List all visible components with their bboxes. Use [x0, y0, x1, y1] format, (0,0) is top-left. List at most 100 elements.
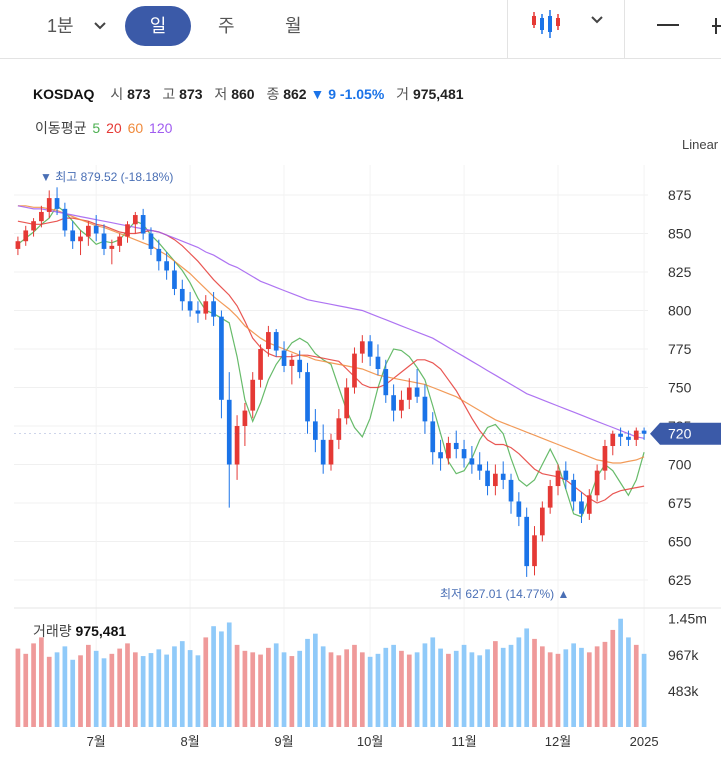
chevron-down-icon[interactable]	[93, 20, 107, 32]
volume-bar	[453, 650, 459, 727]
candle-body	[485, 470, 490, 487]
candle-body	[610, 433, 616, 447]
volume-bar	[93, 650, 99, 727]
volume-bar	[500, 647, 506, 727]
ma-line-5	[17, 204, 645, 518]
volume-bar	[399, 650, 404, 727]
volume-bar	[641, 653, 647, 727]
volume-bar	[70, 659, 76, 727]
tab-month[interactable]: 월	[285, 0, 302, 52]
candle-body	[477, 464, 483, 471]
volume-bar	[438, 648, 443, 727]
candle-body	[508, 479, 514, 502]
volume-bar	[610, 629, 616, 727]
volume-bar	[39, 637, 44, 727]
candle-body	[70, 230, 76, 242]
volume-bar	[187, 650, 193, 727]
tab-day-label: 일	[149, 16, 167, 36]
candle-body	[86, 225, 91, 237]
candle-body	[54, 198, 60, 209]
candle-body	[399, 399, 404, 411]
moving-average-legend[interactable]: 이동평균 5 20 60 120	[33, 118, 172, 138]
candlestick-icon[interactable]	[530, 8, 566, 42]
candle-body	[219, 316, 224, 400]
candle-body	[258, 349, 263, 380]
volume-bar	[336, 655, 342, 727]
candle-body	[23, 230, 29, 242]
chevron-down-icon[interactable]	[590, 14, 604, 26]
close-value: 862	[283, 86, 307, 102]
toolbar-divider	[507, 0, 508, 58]
tab-week-label: 주	[218, 16, 235, 36]
volume-bar	[289, 656, 295, 727]
volume-bar	[516, 637, 522, 727]
candle-body	[39, 211, 44, 222]
volume-bar	[156, 649, 162, 727]
volume-bar	[586, 652, 592, 727]
volume-bar	[46, 656, 52, 727]
volume-panel-value: 975,481	[75, 623, 127, 639]
candle-body	[125, 224, 130, 237]
ma-20: 20	[106, 120, 122, 136]
chart-toolbar: 1분 일 주 월	[0, 0, 721, 59]
minus-icon[interactable]	[656, 22, 680, 28]
candle-body	[297, 359, 303, 373]
candle-body	[336, 418, 342, 440]
volume-tick-label: 1.45m	[668, 611, 707, 627]
current-price-tag	[650, 422, 721, 445]
volume-bar	[211, 626, 216, 727]
tab-week[interactable]: 주	[218, 0, 235, 52]
volume-panel-label: 거래량	[33, 623, 72, 639]
volume-bar	[250, 652, 256, 727]
volume-bar	[602, 641, 608, 727]
candle-body	[140, 215, 146, 234]
candle-body	[493, 473, 498, 487]
volume-bar	[383, 647, 389, 727]
volume-bar	[266, 647, 271, 727]
volume-bar	[414, 652, 420, 727]
y-tick-label: 750	[668, 380, 692, 396]
candle-body	[438, 452, 443, 459]
low-annotation: 최저 627.01 (14.77%) ▲	[440, 587, 569, 601]
volume-bar	[328, 652, 334, 727]
candle-body	[195, 310, 201, 314]
volume-bar	[54, 652, 60, 727]
scale-mode-button[interactable]: Linear	[682, 137, 719, 152]
candle-body	[422, 396, 428, 422]
candle-body	[563, 470, 569, 480]
volume-bar	[618, 618, 623, 727]
volume-bar	[446, 653, 451, 727]
volume-bar	[148, 653, 154, 727]
volume-bar	[86, 644, 91, 727]
candle-body	[305, 372, 310, 422]
candle-body	[266, 332, 271, 350]
interval-dropdown[interactable]: 1분	[47, 0, 74, 52]
volume-bar	[422, 643, 428, 727]
candle-body	[547, 486, 553, 508]
candle-body	[31, 221, 36, 231]
y-tick-label: 700	[668, 456, 692, 472]
toolbar-divider	[624, 0, 625, 58]
candle-body	[281, 350, 287, 366]
volume-bar	[406, 654, 412, 727]
candle-body	[226, 399, 232, 465]
candle-body	[203, 301, 209, 314]
volume-bar	[164, 654, 169, 727]
candle-body	[391, 395, 396, 411]
current-price-label: 720	[668, 426, 692, 442]
y-tick-label: 800	[668, 303, 692, 319]
candle-body	[101, 233, 107, 249]
tab-day[interactable]: 일	[125, 6, 191, 46]
drawing-tool-icon[interactable]	[712, 16, 721, 36]
tab-month-label: 월	[285, 16, 302, 36]
volume-bar	[281, 652, 287, 727]
candle-body	[78, 236, 83, 242]
candle-body	[594, 470, 600, 496]
volume-bar	[62, 646, 68, 727]
volume-bar	[594, 646, 600, 727]
candle-body	[579, 501, 584, 514]
volume-label: 거	[396, 86, 410, 102]
candle-body	[109, 245, 115, 249]
volume-bar	[344, 649, 350, 727]
